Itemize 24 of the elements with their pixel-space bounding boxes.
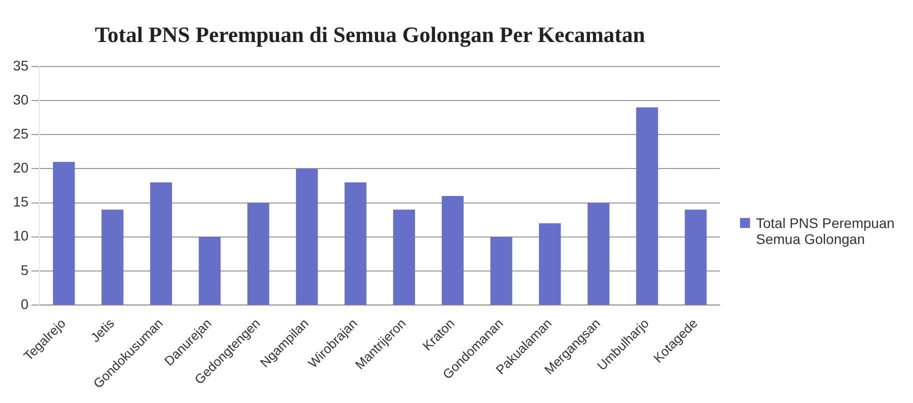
- bar: [52, 162, 75, 305]
- bar: [198, 236, 221, 305]
- y-tick-label: 10: [12, 228, 29, 244]
- bar: [490, 236, 512, 305]
- y-tick-label: 0: [20, 296, 29, 312]
- y-tick-label: 20: [12, 160, 29, 176]
- bar: [150, 182, 172, 305]
- y-tick-label: 35: [12, 57, 29, 74]
- bar: [102, 210, 124, 305]
- y-tick-label: 30: [12, 91, 29, 108]
- bar: [344, 182, 366, 305]
- bar: [588, 202, 610, 305]
- bar: [393, 210, 416, 305]
- chart-title: Total PNS Perempuan di Semua Golongan Per Kecamatan: [94, 22, 646, 48]
- bar: [636, 107, 658, 305]
- bar: [538, 223, 561, 305]
- legend-label: Total PNS Perempuan Semua Golongan: [756, 215, 896, 247]
- bar: [442, 196, 464, 305]
- y-tick-label: 15: [12, 194, 29, 210]
- bar: [684, 210, 707, 305]
- bar: [296, 168, 318, 305]
- y-tick-label: 5: [20, 262, 29, 278]
- bar: [247, 202, 270, 305]
- y-tick-label: 25: [12, 125, 29, 142]
